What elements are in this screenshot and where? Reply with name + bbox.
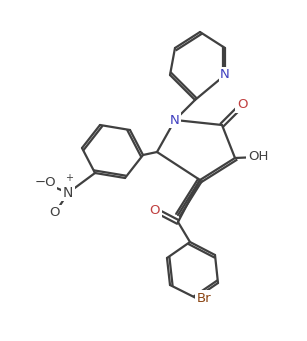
Text: N: N xyxy=(220,69,230,81)
Text: +: + xyxy=(65,173,73,183)
Text: N: N xyxy=(63,186,73,200)
Text: O: O xyxy=(150,204,160,217)
Text: OH: OH xyxy=(248,150,268,163)
Text: O: O xyxy=(237,99,247,112)
Text: N: N xyxy=(170,114,180,127)
Text: O: O xyxy=(50,207,60,220)
Text: Br: Br xyxy=(197,292,211,305)
Text: −O: −O xyxy=(34,177,56,190)
